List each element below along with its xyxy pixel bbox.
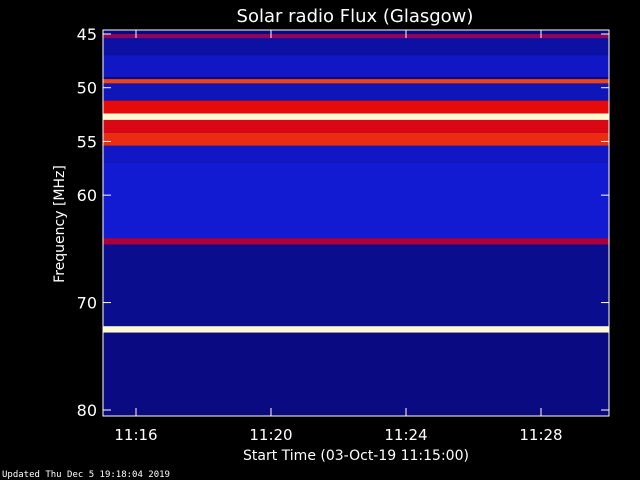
x-tick-label: 11:20 — [249, 426, 292, 444]
chart-title: Solar radio Flux (Glasgow) — [237, 6, 474, 27]
y-tick-label: 60 — [77, 186, 97, 205]
frequency-band — [103, 244, 609, 327]
x-tick-label: 11:16 — [114, 426, 157, 444]
frequency-band — [103, 326, 609, 333]
y-tick-label: 70 — [77, 294, 97, 313]
x-tick-label: 11:24 — [384, 426, 427, 444]
y-axis-ticks: 45 50 55 60 70 80 — [77, 25, 609, 420]
x-axis-ticks: 11:16 11:20 11:24 11:28 — [114, 30, 563, 444]
frequency-band — [103, 119, 609, 133]
frequency-band — [103, 83, 609, 101]
frequency-band — [103, 145, 609, 163]
frequency-band — [103, 113, 609, 120]
y-axis-label: Frequency [MHz] — [52, 165, 68, 283]
frequency-band — [103, 55, 609, 77]
frequency-bands — [103, 34, 609, 410]
frequency-band — [103, 332, 609, 410]
y-tick-label: 55 — [77, 132, 97, 151]
update-timestamp: Updated Thu Dec 5 19:18:04 2019 — [2, 470, 170, 480]
frequency-band — [103, 38, 609, 56]
y-tick-label: 50 — [77, 79, 97, 98]
plot-frame — [102, 29, 610, 417]
frequency-band — [103, 132, 609, 146]
x-tick-label: 11:28 — [519, 426, 562, 444]
plot-area — [102, 29, 610, 417]
frequency-band — [103, 162, 609, 239]
frequency-band — [103, 238, 609, 245]
y-tick-label: 45 — [77, 25, 97, 44]
frequency-band — [103, 79, 609, 84]
x-axis-label: Start Time (03-Oct-19 11:15:00) — [243, 448, 469, 464]
frequency-band — [103, 100, 609, 114]
y-tick-label: 80 — [77, 401, 97, 420]
frequency-band — [103, 34, 609, 39]
